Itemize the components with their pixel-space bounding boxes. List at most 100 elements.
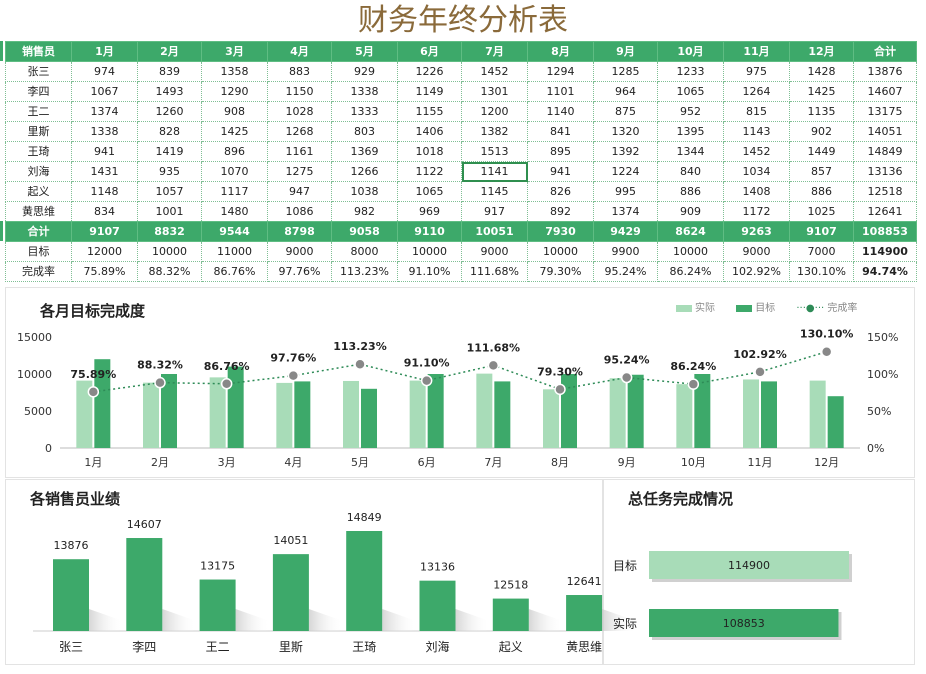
table-cell[interactable]: 1513 (461, 141, 528, 162)
table-cell[interactable]: 1266 (331, 161, 398, 182)
table-cell[interactable]: 黄思维 (5, 201, 72, 222)
table-cell[interactable]: 10000 (657, 241, 724, 262)
table-cell[interactable]: 张三 (5, 61, 72, 82)
table-cell[interactable]: 李四 (5, 81, 72, 102)
table-cell[interactable]: 9月 (593, 41, 658, 62)
table-cell[interactable]: 14607 (853, 81, 917, 102)
table-cell[interactable]: 917 (461, 201, 528, 222)
table-cell[interactable]: 1374 (593, 201, 658, 222)
table-cell[interactable]: 刘海 (5, 161, 72, 182)
table-cell[interactable]: 1333 (331, 101, 398, 122)
table-cell[interactable]: 1452 (723, 141, 790, 162)
table-cell[interactable]: 1155 (397, 101, 462, 122)
table-cell[interactable]: 1057 (137, 181, 202, 202)
table-cell[interactable]: 1425 (201, 121, 268, 142)
table-cell[interactable]: 892 (527, 201, 594, 222)
table-cell[interactable]: 883 (267, 61, 332, 82)
table-cell[interactable]: 9900 (593, 241, 658, 262)
table-cell[interactable]: 1382 (461, 121, 528, 142)
table-cell[interactable]: 1392 (593, 141, 658, 162)
table-cell[interactable]: 1449 (789, 141, 854, 162)
table-cell[interactable]: 1117 (201, 181, 268, 202)
table-cell[interactable]: 947 (267, 181, 332, 202)
table-cell[interactable]: 13136 (853, 161, 917, 182)
table-cell[interactable]: 1369 (331, 141, 398, 162)
table-cell[interactable]: 839 (137, 61, 202, 82)
table-cell[interactable]: 908 (201, 101, 268, 122)
table-cell[interactable]: 8798 (267, 221, 332, 242)
table-cell[interactable]: 1431 (71, 161, 138, 182)
table-cell[interactable]: 1038 (331, 181, 398, 202)
table-cell[interactable]: 975 (723, 61, 790, 82)
table-cell[interactable]: 79.30% (527, 261, 594, 282)
table-cell[interactable]: 12月 (789, 41, 854, 62)
table-cell[interactable]: 111.68% (461, 261, 528, 282)
table-cell[interactable]: 1028 (267, 101, 332, 122)
table-cell[interactable]: 7930 (527, 221, 594, 242)
table-cell[interactable]: 11月 (723, 41, 790, 62)
table-cell[interactable]: 1233 (657, 61, 724, 82)
table-cell[interactable]: 1月 (71, 41, 138, 62)
table-cell[interactable]: 1025 (789, 201, 854, 222)
table-cell[interactable]: 974 (71, 61, 138, 82)
table-cell[interactable]: 1290 (201, 81, 268, 102)
table-cell[interactable]: 1200 (461, 101, 528, 122)
table-cell[interactable]: 1428 (789, 61, 854, 82)
table-cell[interactable]: 1065 (397, 181, 462, 202)
table-cell[interactable]: 1264 (723, 81, 790, 102)
table-cell[interactable]: 1275 (267, 161, 332, 182)
table-cell[interactable]: 1320 (593, 121, 658, 142)
table-cell[interactable]: 841 (527, 121, 594, 142)
table-cell[interactable]: 1260 (137, 101, 202, 122)
table-cell[interactable]: 9107 (71, 221, 138, 242)
table-cell[interactable]: 834 (71, 201, 138, 222)
table-cell[interactable]: 1141 (461, 161, 528, 182)
table-cell[interactable]: 1226 (397, 61, 462, 82)
table-cell[interactable]: 1268 (267, 121, 332, 142)
table-cell[interactable]: 合计 (5, 221, 72, 242)
table-cell[interactable]: 1018 (397, 141, 462, 162)
table-cell[interactable]: 11000 (201, 241, 268, 262)
table-cell[interactable]: 1122 (397, 161, 462, 182)
table-cell[interactable]: 王琦 (5, 141, 72, 162)
table-cell[interactable]: 1425 (789, 81, 854, 102)
table-cell[interactable]: 8月 (527, 41, 594, 62)
table-cell[interactable]: 1419 (137, 141, 202, 162)
table-cell[interactable]: 114900 (853, 241, 917, 262)
table-cell[interactable]: 1395 (657, 121, 724, 142)
table-cell[interactable]: 1338 (331, 81, 398, 102)
table-cell[interactable]: 王二 (5, 101, 72, 122)
table-cell[interactable]: 1065 (657, 81, 724, 102)
table-cell[interactable]: 94.74% (853, 261, 917, 282)
table-cell[interactable]: 952 (657, 101, 724, 122)
table-cell[interactable]: 完成率 (5, 261, 72, 282)
table-cell[interactable]: 1374 (71, 101, 138, 122)
table-cell[interactable]: 12000 (71, 241, 138, 262)
table-cell[interactable]: 9544 (201, 221, 268, 242)
table-cell[interactable]: 12518 (853, 181, 917, 202)
table-cell[interactable]: 1140 (527, 101, 594, 122)
table-cell[interactable]: 108853 (853, 221, 917, 242)
table-cell[interactable]: 909 (657, 201, 724, 222)
table-cell[interactable]: 10000 (527, 241, 594, 262)
table-cell[interactable]: 1135 (789, 101, 854, 122)
table-cell[interactable]: 14849 (853, 141, 917, 162)
table-cell[interactable]: 14051 (853, 121, 917, 142)
table-cell[interactable]: 1172 (723, 201, 790, 222)
table-cell[interactable]: 7月 (461, 41, 528, 62)
table-cell[interactable]: 803 (331, 121, 398, 142)
table-cell[interactable]: 7000 (789, 241, 854, 262)
table-cell[interactable]: 9000 (461, 241, 528, 262)
table-cell[interactable]: 875 (593, 101, 658, 122)
table-cell[interactable]: 941 (527, 161, 594, 182)
table-cell[interactable]: 9429 (593, 221, 658, 242)
table-cell[interactable]: 113.23% (331, 261, 398, 282)
table-cell[interactable]: 935 (137, 161, 202, 182)
table-cell[interactable]: 1224 (593, 161, 658, 182)
table-cell[interactable]: 9263 (723, 221, 790, 242)
table-cell[interactable]: 8624 (657, 221, 724, 242)
table-cell[interactable]: 1452 (461, 61, 528, 82)
table-cell[interactable]: 10051 (461, 221, 528, 242)
table-cell[interactable]: 1285 (593, 61, 658, 82)
table-cell[interactable]: 1493 (137, 81, 202, 102)
